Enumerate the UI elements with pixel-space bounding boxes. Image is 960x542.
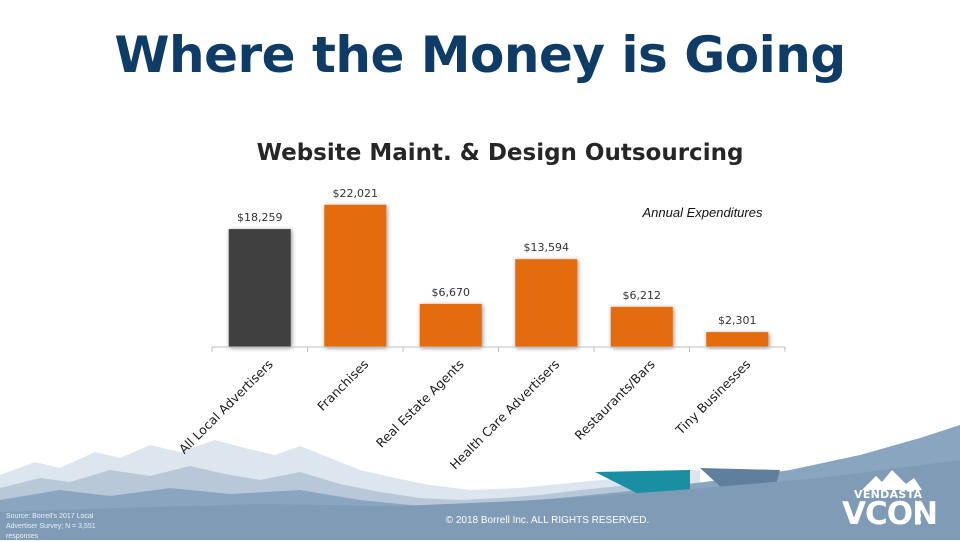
category-label: Health Care Advertisers: [447, 357, 563, 473]
bar-health-care-advertisers: [515, 259, 578, 347]
source-note: Source: Borrell's 2017 Local Advertiser …: [6, 513, 96, 540]
bar-real-estate-agents: [419, 303, 482, 347]
copyright-text: © 2018 Borrell Inc. ALL RIGHTS RESERVED.: [445, 515, 650, 526]
category-label: Franchises: [314, 357, 371, 414]
value-label: $13,594: [524, 241, 570, 254]
bar-tiny-businesses: [706, 332, 769, 347]
bar-restaurants-bars: [610, 306, 673, 347]
category-label: All Local Advertisers: [176, 357, 276, 457]
logo-event: VCON: [842, 496, 938, 532]
category-labels: All Local Advertisers Franchises Real Esta…: [176, 357, 754, 473]
bar-all-local-advertisers: [228, 229, 291, 347]
value-label: $2,301: [718, 314, 757, 327]
category-label: Real Estate Agents: [373, 357, 467, 451]
logo-year: 2018: [913, 500, 922, 527]
value-label: $6,212: [623, 289, 662, 302]
category-label: Tiny Businesses: [672, 357, 754, 439]
logo-brand: VENDASTA: [854, 488, 923, 501]
value-label: $22,021: [333, 187, 379, 200]
value-labels: $18,259 $22,021 $6,670 $13,594 $6,212 $2,301: [237, 187, 757, 327]
slide-title: Where the Money is Going: [114, 26, 846, 84]
mountain-logo-icon: [862, 470, 922, 490]
value-label: $18,259: [237, 211, 283, 224]
chart-annotation: Annual Expenditures: [642, 205, 763, 220]
category-label: Restaurants/Bars: [572, 357, 658, 443]
x-axis-ticks: [211, 347, 786, 352]
value-label: $6,670: [432, 286, 471, 299]
chart-title: Website Maint. & Design Outsourcing: [256, 140, 744, 166]
bar-group: [228, 204, 769, 347]
vcon-logo: VENDASTA VCON 2018: [838, 470, 950, 536]
bar-franchises: [324, 204, 387, 347]
